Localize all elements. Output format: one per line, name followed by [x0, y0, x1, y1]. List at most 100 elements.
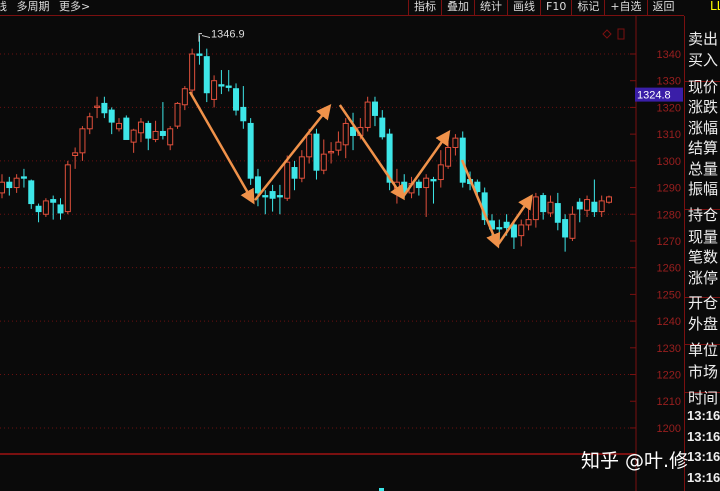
high-marker [198, 33, 211, 42]
axis-tick-label: 1230 [657, 343, 681, 355]
candle [364, 96, 371, 132]
candle [554, 192, 561, 231]
indicator-button[interactable]: 指标 [408, 0, 441, 15]
candle-body [371, 101, 378, 116]
high-label: 1346.9 [211, 29, 245, 41]
candle [225, 70, 232, 92]
trade-time: 13:16 [687, 469, 720, 485]
panel-label: 涨停 [688, 269, 719, 287]
candle-body [328, 150, 335, 154]
candle-body [247, 122, 254, 179]
candle-body [562, 219, 569, 238]
candle [211, 75, 218, 108]
candle-body [284, 161, 291, 199]
f10-button[interactable]: F10 [540, 0, 571, 15]
panel-label: 买入 [688, 51, 719, 69]
axis-tick-label: 1340 [657, 49, 681, 61]
diamond-icon[interactable] [602, 29, 612, 39]
candle-body [591, 201, 598, 213]
multi-period-tab[interactable]: 多周期 [16, 0, 50, 13]
candle-body [13, 177, 20, 189]
back-button[interactable]: 返回 [646, 0, 680, 15]
mark-button[interactable]: 标记 [571, 0, 604, 15]
symbol-label: LL [710, 0, 720, 13]
candle-body [94, 105, 101, 108]
candle [35, 203, 42, 223]
overlay-button[interactable]: 叠加 [441, 0, 474, 15]
axis-tick-label: 1240 [657, 316, 681, 328]
add-watchlist-button[interactable]: +自选 [604, 0, 646, 15]
candle-body [532, 196, 539, 221]
candlestick-chart[interactable]: 1340 1330 1320 1310 1300 1290 1280 1270 1260 1250… [0, 16, 684, 491]
candle [123, 115, 130, 140]
candle [269, 184, 276, 212]
axis-tick-label: 1330 [657, 76, 681, 88]
candle-body [42, 200, 49, 215]
candle [430, 176, 437, 204]
candle [532, 192, 539, 228]
trend-arrow [254, 104, 332, 201]
candle [459, 131, 466, 188]
chart-labels: 1346.9 1324.8 [198, 29, 683, 102]
trade-time: 13:16 [687, 408, 720, 423]
candle [547, 195, 554, 217]
candle [145, 120, 152, 151]
toolbar-buttons: 指标 叠加 统计 画线 F10 标记 +自选 返回 [408, 0, 680, 15]
candle [13, 174, 20, 193]
candle-body [101, 102, 108, 114]
candle-body [598, 200, 605, 213]
candle [254, 168, 261, 207]
window-icon[interactable] [617, 28, 625, 40]
candle [510, 222, 517, 249]
candle [562, 214, 569, 252]
axis-tick-label: 1300 [657, 156, 681, 168]
candle-body [174, 102, 181, 127]
candle-body [379, 117, 386, 138]
toolbar: 线 多周期 更多> 指标 叠加 统计 画线 F10 标记 +自选 返回 [0, 0, 684, 16]
candle-body [474, 181, 481, 193]
panel-label: 现价 [688, 78, 719, 96]
candle-body [313, 133, 320, 171]
axis-tick-label: 1200 [657, 423, 681, 435]
candle [328, 142, 335, 164]
candle [50, 195, 57, 220]
candle [598, 195, 605, 217]
candle-body [606, 196, 612, 203]
axis-tick-label: 1210 [657, 396, 681, 408]
candle [28, 179, 35, 209]
panel-label: 时间 [688, 389, 719, 407]
candle-body [335, 141, 342, 151]
watermark: 知乎 @叶.修 [581, 450, 689, 472]
statistics-button[interactable]: 统计 [474, 0, 507, 15]
more-button[interactable]: 更多> [59, 0, 91, 13]
candle-body [306, 133, 313, 158]
candle [284, 155, 291, 201]
panel-label: 开仓 [688, 294, 719, 312]
candle [320, 139, 327, 175]
candle [72, 147, 79, 169]
axis-tick-label: 1310 [657, 129, 681, 141]
candle-body [130, 129, 137, 143]
trend-arrow [497, 194, 533, 245]
axis-tick-label: 1220 [657, 370, 681, 382]
candle [240, 86, 247, 129]
trade-time: 13:16 [687, 428, 720, 444]
candle [576, 198, 583, 223]
candle [606, 195, 612, 204]
candle-body [518, 224, 525, 237]
candle-body [20, 176, 27, 179]
current-price-tag: 1324.8 [637, 90, 671, 102]
candle-body [79, 128, 86, 154]
candle-body [167, 128, 174, 146]
candle [42, 198, 49, 217]
panel-divider [685, 344, 720, 345]
candle-body [225, 85, 232, 88]
candle-body [86, 116, 93, 130]
panel-label: 总量 [688, 160, 719, 178]
draw-line-button[interactable]: 画线 [507, 0, 540, 15]
panel-divider [685, 81, 720, 82]
panel-label: 振幅 [688, 180, 719, 198]
candle-body [547, 201, 554, 214]
period-line-tab[interactable]: 线 [0, 0, 7, 13]
candle-body [137, 121, 144, 134]
